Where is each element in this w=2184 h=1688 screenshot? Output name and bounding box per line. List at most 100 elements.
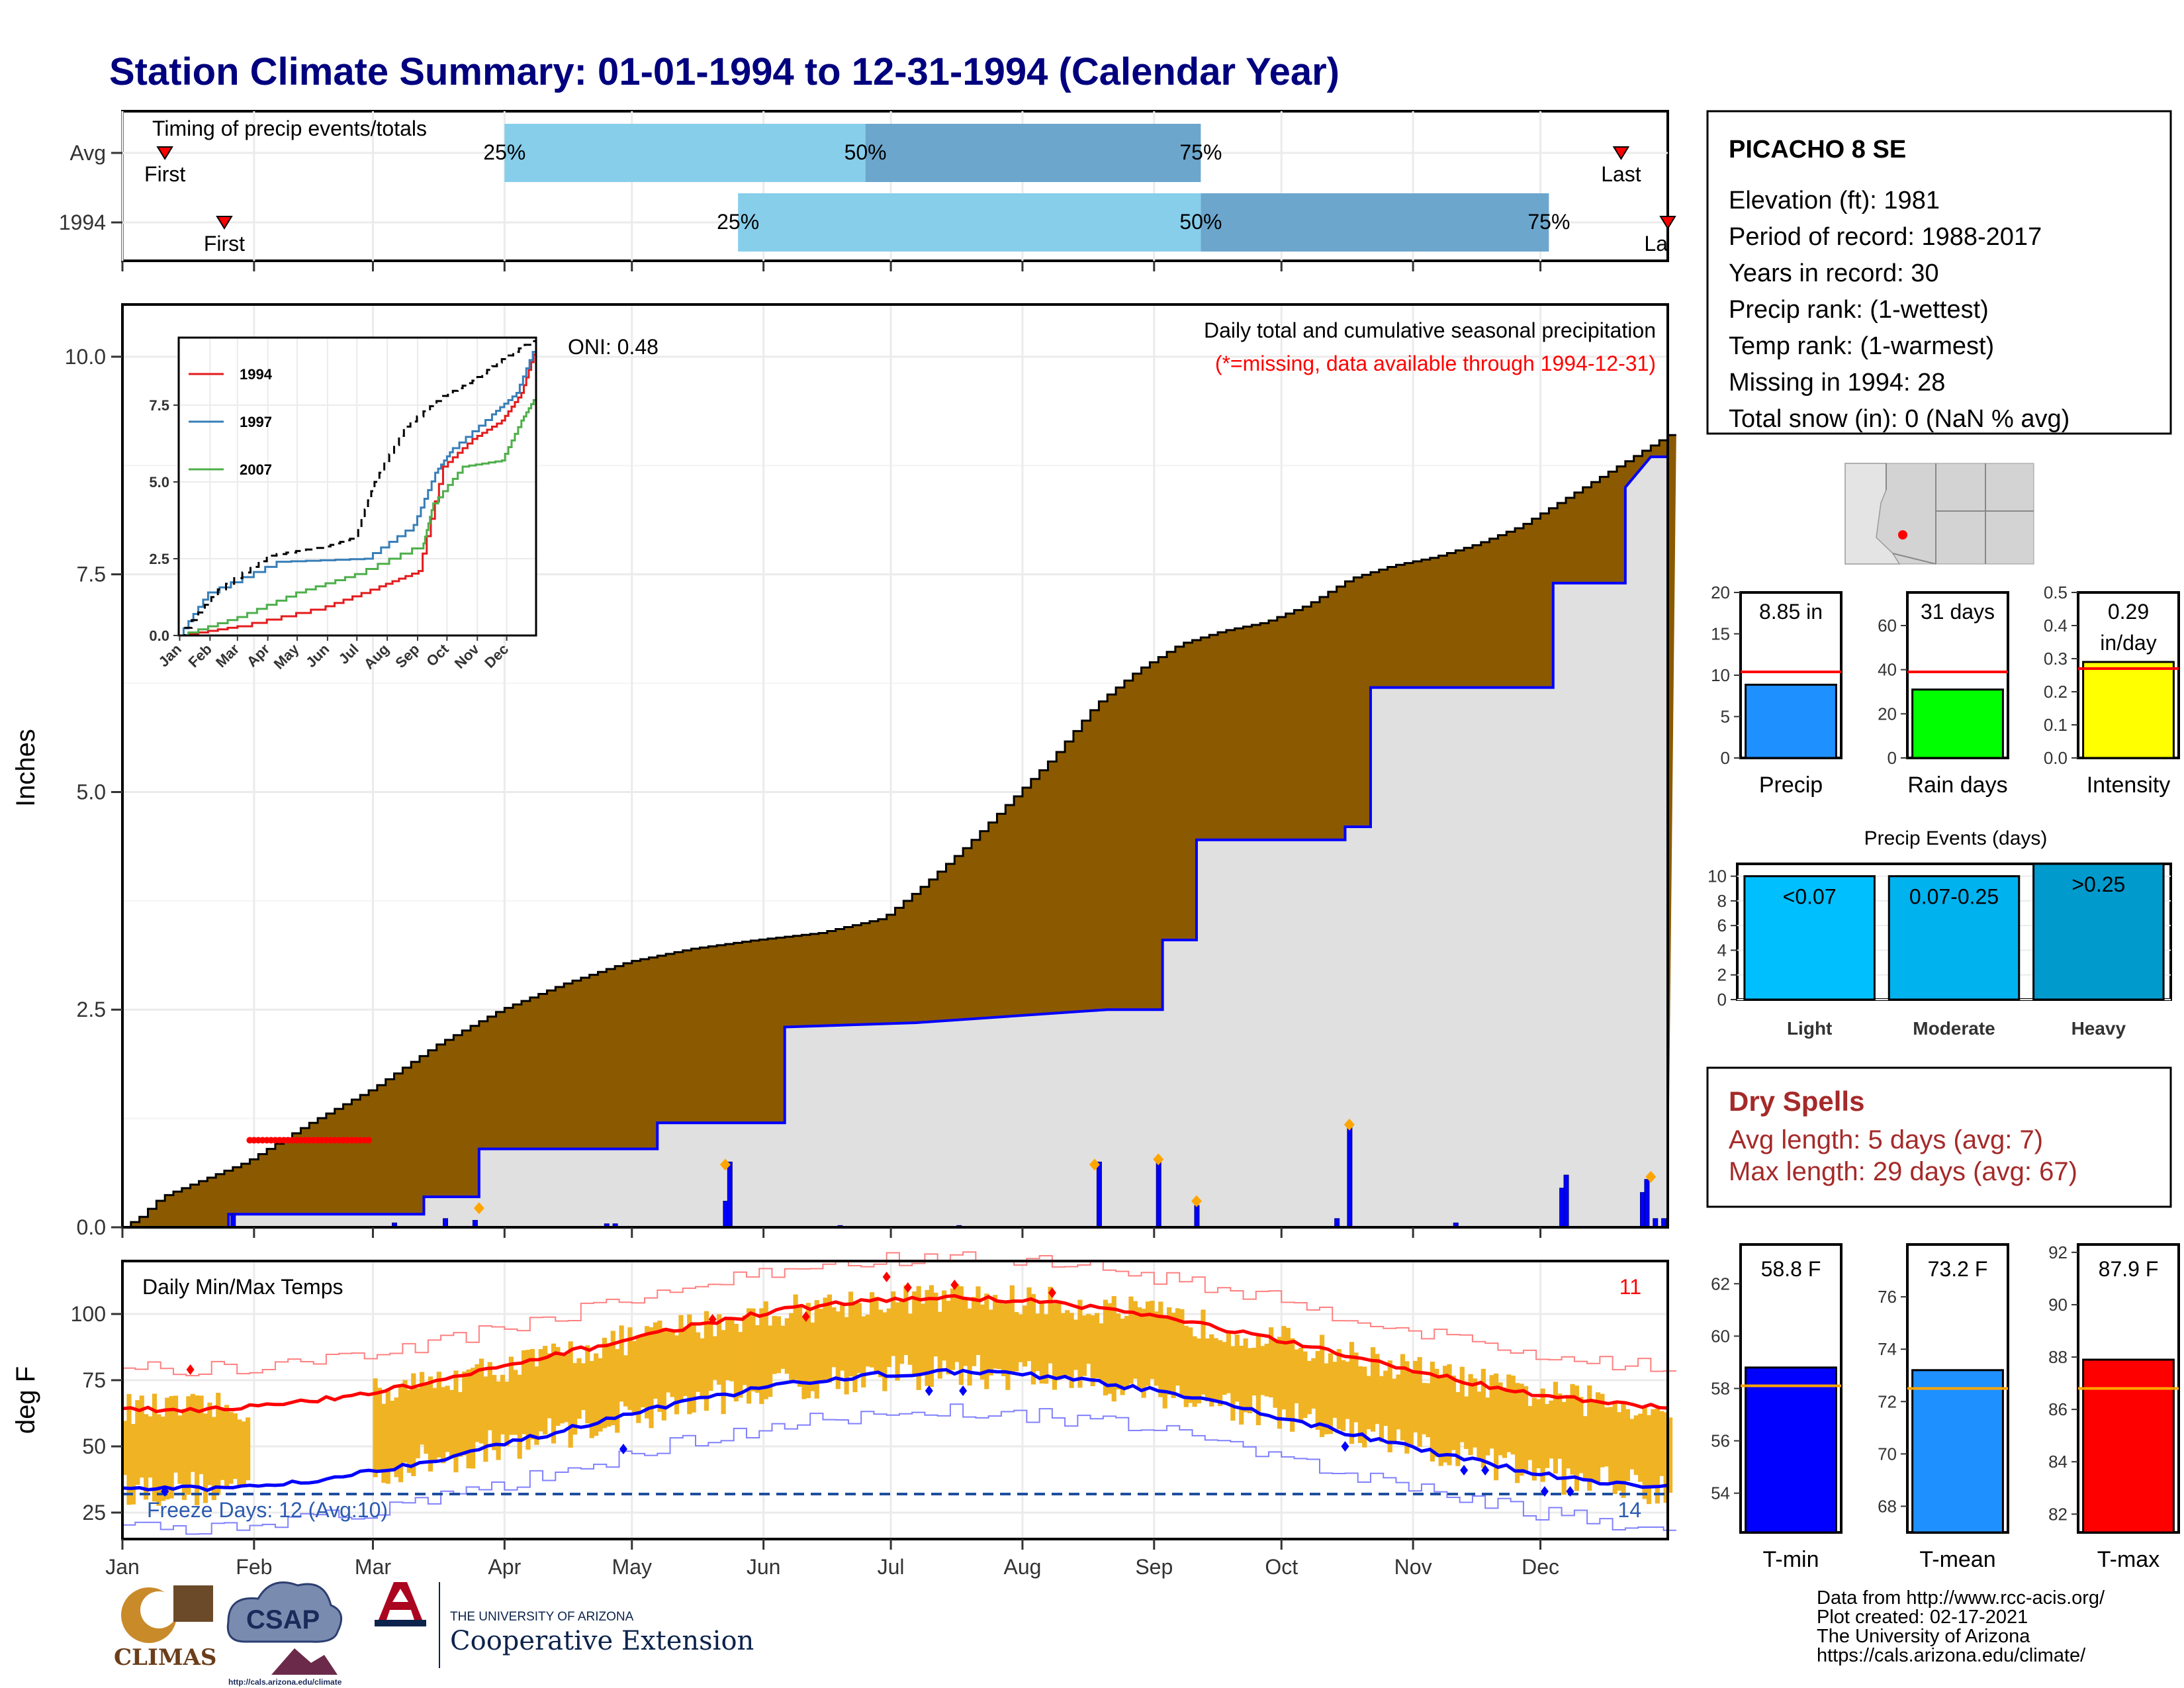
daily-temp-range-bar <box>385 1388 390 1484</box>
month-tick-label: May <box>612 1555 652 1579</box>
daily-temp-range-bar <box>666 1330 671 1393</box>
daily-temp-range-bar <box>1188 1327 1193 1403</box>
daily-temp-range-bar <box>457 1391 463 1457</box>
daily-temp-range-bar <box>1506 1374 1512 1452</box>
daily-temp-range-bar <box>1103 1299 1109 1396</box>
month-tick-label: Aug <box>1003 1555 1041 1579</box>
daily-temp-range-bar <box>1612 1401 1617 1494</box>
daily-temp-range-bar <box>1281 1326 1287 1410</box>
daily-temp-range-bar <box>547 1353 552 1419</box>
daily-temp-range-bar <box>886 1308 891 1368</box>
station-line-snow: Total snow (in): 0 (NaN % avg) <box>1729 405 2070 433</box>
events-bar-label: 0.07-0.25 <box>1909 885 1999 909</box>
daily-temp-range-bar <box>733 1323 739 1402</box>
daily-temp-range-bar <box>1277 1336 1283 1429</box>
daily-temp-range-bar <box>1353 1352 1359 1423</box>
daily-temp-range-bar <box>903 1285 909 1356</box>
daily-temp-range-bar <box>508 1356 514 1435</box>
timing-label-75: 75% <box>1527 210 1570 234</box>
dry-spells-avg: Avg length: 5 days (avg: 7) <box>1729 1125 2043 1154</box>
daily-temp-range-bar <box>687 1314 692 1415</box>
temp-summary-ytick: 62 <box>1711 1274 1730 1293</box>
daily-temp-range-bar <box>1239 1345 1244 1425</box>
daily-temp-range-bar <box>1587 1385 1592 1491</box>
daily-temp-range-bar <box>169 1395 174 1499</box>
daily-temp-range-bar <box>1218 1340 1223 1406</box>
temp-summary-ytick: 72 <box>1878 1391 1897 1411</box>
daily-temp-range-bar <box>797 1304 803 1387</box>
daily-temp-range-bar <box>126 1393 132 1505</box>
timing-label-50: 50% <box>844 140 887 164</box>
daily-temp-range-bar <box>754 1325 760 1393</box>
timing-first-marker <box>156 146 173 160</box>
daily-temp-range-bar <box>1332 1362 1338 1418</box>
daily-temp-range-bar <box>415 1387 420 1458</box>
location-map <box>1844 463 2034 565</box>
daily-temp-range-bar <box>1183 1325 1189 1407</box>
daily-temp-range-bar <box>1065 1310 1070 1376</box>
temp-summary-ytick: 56 <box>1711 1431 1730 1451</box>
daily-temp-range-bar <box>1370 1347 1376 1432</box>
inset-series-2007 <box>179 396 537 637</box>
inset-ytick-label: 2.5 <box>149 551 169 567</box>
daily-temp-range-bar <box>130 1424 136 1505</box>
daily-temp-range-bar <box>1357 1366 1363 1443</box>
daily-temp-range-bar <box>1421 1383 1427 1434</box>
daily-temp-range-bar <box>759 1308 764 1404</box>
daily-temp-range-bar <box>1226 1332 1232 1393</box>
record-high-marker <box>950 1280 959 1290</box>
month-tick-label: Jun <box>747 1555 781 1579</box>
daily-temp-range-bar <box>1324 1363 1329 1434</box>
avg-cumulative-line <box>122 434 1676 1229</box>
month-tick-label: Jul <box>878 1555 905 1579</box>
year-cumulative-area <box>122 457 1668 1227</box>
daily-precip-bar <box>1096 1161 1102 1228</box>
temp-summary-ytick: 82 <box>2048 1504 2068 1524</box>
daily-temp-range-bar <box>649 1327 654 1429</box>
month-tick-label: Nov <box>1394 1555 1432 1579</box>
events-ytick: 6 <box>1717 915 1727 935</box>
daily-temp-range-bar <box>1604 1407 1609 1467</box>
daily-temp-range-bar <box>1646 1415 1652 1505</box>
precip-summary-value: 8.85 in <box>1759 600 1823 624</box>
precip-events: Precip Events (days) 0 2 4 6 8 10 <0.07 Light 0.… <box>1707 827 2172 1039</box>
daily-temp-range-bar <box>933 1292 938 1357</box>
freeze-count: 14 <box>1617 1498 1641 1522</box>
daily-temp-range-bar <box>971 1297 977 1366</box>
inset-ytick-label: 5.0 <box>149 474 169 491</box>
record-high-marker <box>903 1282 912 1293</box>
daily-temp-range-bar <box>946 1301 951 1375</box>
daily-temp-range-bar <box>1269 1327 1274 1398</box>
daily-temp-range-bar <box>1663 1412 1668 1503</box>
station-line-precip-rank: Precip rank: (1-wettest) <box>1729 296 1989 324</box>
temp-summary-label: T-mean <box>1919 1547 1995 1572</box>
daily-temp-range-bar <box>122 1421 128 1476</box>
daily-temp-range-bar <box>246 1417 251 1481</box>
daily-temp-range-bar <box>517 1374 522 1459</box>
daily-temp-range-bar <box>406 1389 412 1473</box>
daily-temp-range-bar <box>1315 1350 1320 1430</box>
daily-temp-range-bar <box>1633 1415 1639 1476</box>
max-precip-marker <box>1089 1158 1100 1171</box>
timing-ylabel-avg: Avg <box>69 141 106 165</box>
daily-temp-range-bar <box>823 1297 828 1382</box>
daily-temp-range-bar <box>373 1378 378 1477</box>
daily-temp-range-bar <box>1298 1348 1304 1422</box>
record-high-marker <box>801 1311 810 1322</box>
daily-temp-range-bar <box>1349 1342 1355 1444</box>
daily-temp-range-bar <box>963 1299 968 1366</box>
daily-temp-range-bar <box>199 1395 204 1474</box>
timing-label-50: 50% <box>1179 210 1222 234</box>
daily-temp-range-bar <box>700 1338 705 1396</box>
timing-ylabel-year: 1994 <box>59 211 106 234</box>
footer-line-url: https://cals.arizona.edu/climate/ <box>1817 1645 2086 1666</box>
daily-temp-range-bar <box>1341 1360 1346 1431</box>
daily-temp-range-bar <box>1111 1295 1116 1402</box>
precip-summary-label: Precip <box>1759 773 1823 798</box>
daily-temp-range-bar <box>878 1309 884 1378</box>
daily-temp-range-bar <box>717 1314 722 1385</box>
climas-logo: CLIMAS <box>114 1585 216 1671</box>
daily-temp-range-bar <box>929 1285 934 1387</box>
daily-temp-range-bar <box>1345 1361 1350 1419</box>
temp-summary-ytick: 84 <box>2048 1452 2068 1472</box>
